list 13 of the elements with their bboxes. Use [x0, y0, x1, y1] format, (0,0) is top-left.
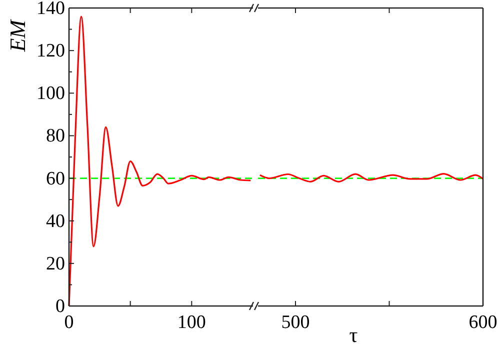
y-tick-label: 120 — [36, 40, 65, 62]
x-tick-label: 600 — [468, 312, 498, 333]
y-tick-label: 40 — [46, 210, 65, 232]
y-tick-label: 80 — [46, 126, 65, 147]
y-tick-label: 20 — [46, 253, 65, 274]
x-axis-title: τ — [349, 323, 358, 344]
y-tick-label: 0 — [56, 296, 65, 317]
x-tick-label: 500 — [281, 312, 310, 333]
y-axis-title: EM — [5, 18, 30, 53]
y-tick-label: 60 — [46, 168, 65, 190]
x-tick-label: 100 — [177, 312, 206, 333]
y-tick-label: 100 — [36, 83, 65, 104]
y-tick-label: 140 — [36, 0, 65, 19]
